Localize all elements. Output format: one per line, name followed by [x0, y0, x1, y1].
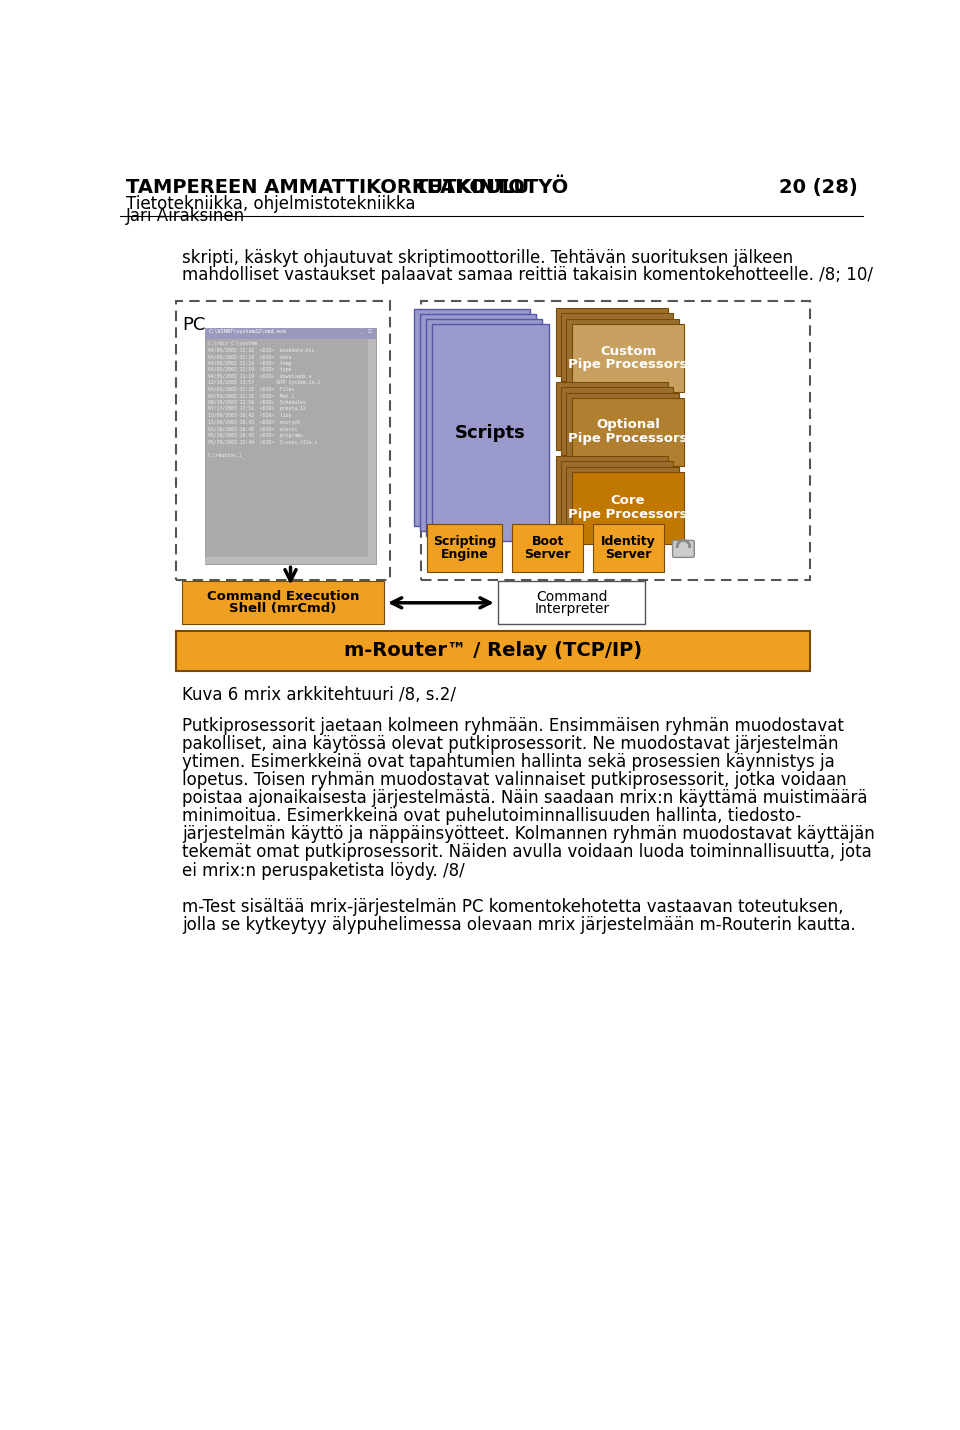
Text: poistaa ajonaikaisesta järjestelmästä. Näin saadaan mrix:n käyttämä muistimäärä: poistaa ajonaikaisesta järjestelmästä. N…: [182, 789, 868, 807]
Text: lopetus. Toisen ryhmän muodostavat valinnaiset putkiprosessorit, jotka voidaan: lopetus. Toisen ryhmän muodostavat valin…: [182, 771, 847, 789]
Text: ei mrix:n peruspaketista löydy. /8/: ei mrix:n peruspaketista löydy. /8/: [182, 861, 465, 879]
Text: 04/05/2002 11:19  <DIR>  type: 04/05/2002 11:19 <DIR> type: [207, 368, 291, 372]
FancyBboxPatch shape: [512, 525, 584, 572]
Text: 05/10/2003 16:43  <DIR>  programs: 05/10/2003 16:43 <DIR> programs: [207, 433, 302, 438]
Text: PC: PC: [182, 316, 205, 335]
Text: Shell (mrCmd): Shell (mrCmd): [229, 602, 336, 615]
Text: mahdolliset vastaukset palaavat samaa reittiä takaisin komentokehotteelle. /8; 1: mahdolliset vastaukset palaavat samaa re…: [182, 266, 873, 283]
Text: 15/06/2003 16:43  <DIR>  encrypt: 15/06/2003 16:43 <DIR> encrypt: [207, 419, 300, 425]
FancyBboxPatch shape: [566, 466, 679, 538]
FancyBboxPatch shape: [432, 325, 548, 541]
Text: 04/05/2002 11:19  <DIR>  temp: 04/05/2002 11:19 <DIR> temp: [207, 360, 291, 366]
Text: 04/05/2002 11:18  <DIR>  bookdata.kts: 04/05/2002 11:18 <DIR> bookdata.kts: [207, 347, 314, 353]
FancyBboxPatch shape: [561, 460, 673, 533]
Text: Pipe Processors: Pipe Processors: [568, 432, 687, 445]
FancyBboxPatch shape: [498, 581, 645, 625]
FancyBboxPatch shape: [673, 541, 694, 558]
Text: Command: Command: [536, 589, 608, 603]
Text: Pipe Processors: Pipe Processors: [568, 359, 687, 372]
Text: 07/17/2003 17:51  <DIR>  presta.12: 07/17/2003 17:51 <DIR> presta.12: [207, 406, 305, 412]
Text: ytimen. Esimerkkeinä ovat tapahtumien hallinta sekä prosessien käynnistys ja: ytimen. Esimerkkeinä ovat tapahtumien ha…: [182, 754, 835, 771]
Text: Command Execution: Command Execution: [206, 591, 359, 603]
Text: Scripts: Scripts: [455, 423, 526, 442]
FancyBboxPatch shape: [556, 307, 668, 376]
Text: pakolliset, aina käytössä olevat putkiprosessorit. Ne muodostavat järjestelmän: pakolliset, aina käytössä olevat putkipr…: [182, 735, 838, 752]
Text: 05/30/2003 12:49  <DIR>  S-cons.r31e.s: 05/30/2003 12:49 <DIR> S-cons.r31e.s: [207, 439, 317, 445]
Text: m-Router™ / Relay (TCP/IP): m-Router™ / Relay (TCP/IP): [344, 641, 642, 661]
FancyBboxPatch shape: [205, 327, 375, 339]
Text: Smartphone: Smartphone: [427, 316, 538, 335]
Text: 04/05/2002 11:19  <DIR>  downloads.a: 04/05/2002 11:19 <DIR> downloads.a: [207, 373, 311, 379]
Text: m-Test sisältää mrix-järjestelmän PC komentokehotetta vastaavan toteutuksen,: m-Test sisältää mrix-järjestelmän PC kom…: [182, 898, 844, 915]
Text: Custom: Custom: [600, 345, 656, 358]
FancyBboxPatch shape: [414, 309, 530, 526]
Text: C:\>dir C:\system: C:\>dir C:\system: [207, 340, 256, 346]
Text: Scripting: Scripting: [433, 535, 496, 549]
FancyBboxPatch shape: [182, 581, 383, 625]
Text: Kuva 6 mrix arkkitehtuuri /8, s.2/: Kuva 6 mrix arkkitehtuuri /8, s.2/: [182, 686, 456, 704]
FancyBboxPatch shape: [556, 382, 668, 449]
FancyBboxPatch shape: [176, 300, 390, 579]
FancyBboxPatch shape: [592, 525, 664, 572]
Text: Core: Core: [611, 495, 645, 508]
Text: 04/05/2002 11:19  <DIR>  data: 04/05/2002 11:19 <DIR> data: [207, 355, 291, 359]
Text: Jari Airaksinen: Jari Airaksinen: [126, 207, 246, 225]
FancyBboxPatch shape: [420, 315, 537, 531]
Text: TAMPEREEN AMMATTIKORKEAKOULU: TAMPEREEN AMMATTIKORKEAKOULU: [126, 177, 529, 197]
Text: Tietotekniikka, ohjelmistotekniikka: Tietotekniikka, ohjelmistotekniikka: [126, 194, 416, 213]
Text: jolla se kytkeytyy älypuhelimessa olevaan mrix järjestelmään m-Routerin kautta.: jolla se kytkeytyy älypuhelimessa olevaa…: [182, 915, 855, 934]
FancyBboxPatch shape: [368, 339, 375, 565]
Text: 15/09/2003 16:43  <DIR>  libs: 15/09/2003 16:43 <DIR> libs: [207, 413, 291, 418]
Text: Engine: Engine: [441, 548, 489, 561]
FancyBboxPatch shape: [556, 456, 668, 528]
FancyBboxPatch shape: [427, 525, 502, 572]
Text: TUTKINTOTYÖ: TUTKINTOTYÖ: [415, 177, 569, 197]
Text: Server: Server: [524, 548, 571, 561]
Text: minimoitua. Esimerkkeinä ovat puhelutoiminnallisuuden hallinta, tiedosto-: minimoitua. Esimerkkeinä ovat puhelutoim…: [182, 807, 802, 825]
Text: 09/18/2003 12:56  <DIR>  Schedules: 09/18/2003 12:56 <DIR> Schedules: [207, 400, 305, 405]
FancyBboxPatch shape: [572, 398, 684, 466]
Text: Putkiprosessorit jaetaan kolmeen ryhmään. Ensimmäisen ryhmän muodostavat: Putkiprosessorit jaetaan kolmeen ryhmään…: [182, 716, 844, 735]
FancyBboxPatch shape: [572, 325, 684, 392]
Text: 01/16/2003 16:48  <DIR>  elects: 01/16/2003 16:48 <DIR> elects: [207, 426, 297, 430]
Text: järjestelmän käyttö ja näppäinsyötteet. Kolmannen ryhmän muodostavat käyttäjän: järjestelmän käyttö ja näppäinsyötteet. …: [182, 825, 875, 844]
Text: 12/18/2003 13:57        NTP System.in.1: 12/18/2003 13:57 NTP System.in.1: [207, 380, 320, 385]
FancyBboxPatch shape: [176, 631, 809, 671]
FancyBboxPatch shape: [566, 393, 679, 460]
Text: Boot: Boot: [532, 535, 564, 549]
FancyBboxPatch shape: [561, 388, 673, 455]
Text: Optional: Optional: [596, 419, 660, 432]
Text: Interpreter: Interpreter: [535, 602, 610, 616]
FancyBboxPatch shape: [420, 300, 809, 579]
Text: C:\>button.1_: C:\>button.1_: [207, 452, 245, 458]
FancyBboxPatch shape: [426, 319, 542, 536]
Text: 04/03/2002 11:18  <DIR>  Mat.1: 04/03/2002 11:18 <DIR> Mat.1: [207, 393, 294, 399]
Text: _  □  ✕: _ □ ✕: [360, 329, 380, 333]
Text: 20 (28): 20 (28): [780, 177, 858, 197]
Text: Pipe Processors: Pipe Processors: [568, 508, 687, 521]
FancyBboxPatch shape: [572, 472, 684, 543]
FancyBboxPatch shape: [205, 556, 375, 565]
FancyBboxPatch shape: [205, 327, 375, 565]
Text: 04/03/2002 11:18  <DIR>  Files: 04/03/2002 11:18 <DIR> Files: [207, 386, 294, 392]
Text: C:\WINNT\system32\cmd.exe: C:\WINNT\system32\cmd.exe: [208, 329, 286, 333]
Text: tekemät omat putkiprosessorit. Näiden avulla voidaan luoda toiminnallisuutta, jo: tekemät omat putkiprosessorit. Näiden av…: [182, 844, 872, 861]
Text: Server: Server: [605, 548, 652, 561]
FancyBboxPatch shape: [561, 313, 673, 380]
Text: skripti, käskyt ohjautuvat skriptimoottorille. Tehtävän suorituksen jälkeen: skripti, käskyt ohjautuvat skriptimootto…: [182, 249, 793, 266]
FancyBboxPatch shape: [566, 319, 679, 386]
Text: Identity: Identity: [601, 535, 656, 549]
